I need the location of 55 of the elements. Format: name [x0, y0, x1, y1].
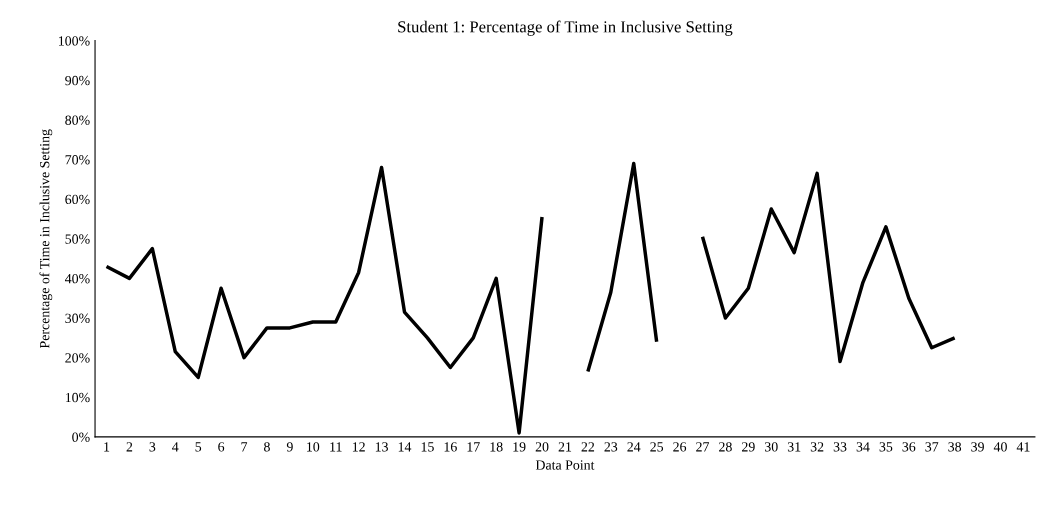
- y-tick-label: 70%: [65, 155, 90, 165]
- x-tick-label: 34: [856, 442, 870, 452]
- y-tick-label: 50%: [65, 234, 90, 244]
- x-tick-label: 28: [719, 442, 732, 452]
- x-tick-label: 11: [330, 442, 342, 452]
- x-tick-label: 18: [490, 442, 503, 452]
- x-tick-label: 8: [264, 442, 270, 452]
- y-tick-label: 10%: [65, 392, 90, 403]
- x-tick-label: 13: [375, 442, 388, 452]
- x-tick-label: 24: [627, 442, 641, 452]
- x-tick-label: 27: [696, 442, 710, 452]
- x-tick-label: 38: [948, 442, 962, 452]
- x-tick-label: 10: [307, 442, 320, 452]
- x-tick-label: 26: [673, 442, 687, 452]
- x-tick-label: 20: [535, 442, 549, 452]
- chart-title: Student 1: Percentage of Time in Inclusive Setting: [398, 20, 733, 36]
- x-tick-label: 40: [993, 442, 1007, 452]
- x-tick-label: 37: [925, 442, 939, 452]
- x-tick-label: 25: [650, 442, 664, 452]
- x-tick-label: 16: [444, 442, 457, 452]
- x-tick-label: 31: [787, 442, 801, 452]
- x-tick-label: 35: [879, 442, 893, 452]
- x-tick-label: 2: [126, 442, 133, 452]
- y-tick-label: 40%: [64, 273, 90, 284]
- y-tick-label: 20%: [65, 353, 90, 363]
- x-tick-label: 33: [833, 442, 847, 452]
- x-tick-label: 30: [764, 442, 778, 452]
- x-tick-label: 6: [218, 442, 225, 452]
- x-tick-label: 22: [581, 442, 595, 452]
- y-tick-label: 100%: [59, 36, 90, 46]
- x-tick-label: 23: [604, 442, 618, 452]
- x-tick-label: 41: [1016, 442, 1030, 452]
- x-tick-label: 36: [902, 442, 916, 452]
- x-tick-label: 32: [810, 442, 824, 452]
- x-tick-label: 4: [172, 442, 179, 452]
- x-tick-label: 14: [398, 442, 412, 452]
- x-tick-label: 29: [742, 442, 755, 452]
- x-tick-label: 15: [421, 442, 434, 452]
- x-tick-label: 9: [286, 442, 293, 452]
- y-tick-label: 0%: [72, 432, 90, 442]
- y-tick-label: 30%: [65, 313, 90, 324]
- y-tick-label: 60%: [65, 194, 90, 205]
- x-tick-label: 17: [467, 442, 480, 452]
- x-tick-label: 7: [241, 442, 248, 452]
- x-tick-label: 3: [149, 442, 156, 452]
- y-axis-title: Percentage of Time in Inclusive Setting: [39, 129, 53, 349]
- y-tick-label: 90%: [65, 75, 90, 86]
- x-axis-title: Data Point: [535, 460, 595, 470]
- x-tick-label: 19: [513, 442, 526, 452]
- x-tick-label: 39: [971, 442, 984, 452]
- x-tick-label: 12: [352, 442, 365, 452]
- y-tick-label: 80%: [65, 115, 90, 125]
- x-tick-label: 5: [195, 442, 202, 452]
- x-tick-label: 21: [558, 442, 572, 452]
- x-tick-label: 1: [104, 442, 110, 452]
